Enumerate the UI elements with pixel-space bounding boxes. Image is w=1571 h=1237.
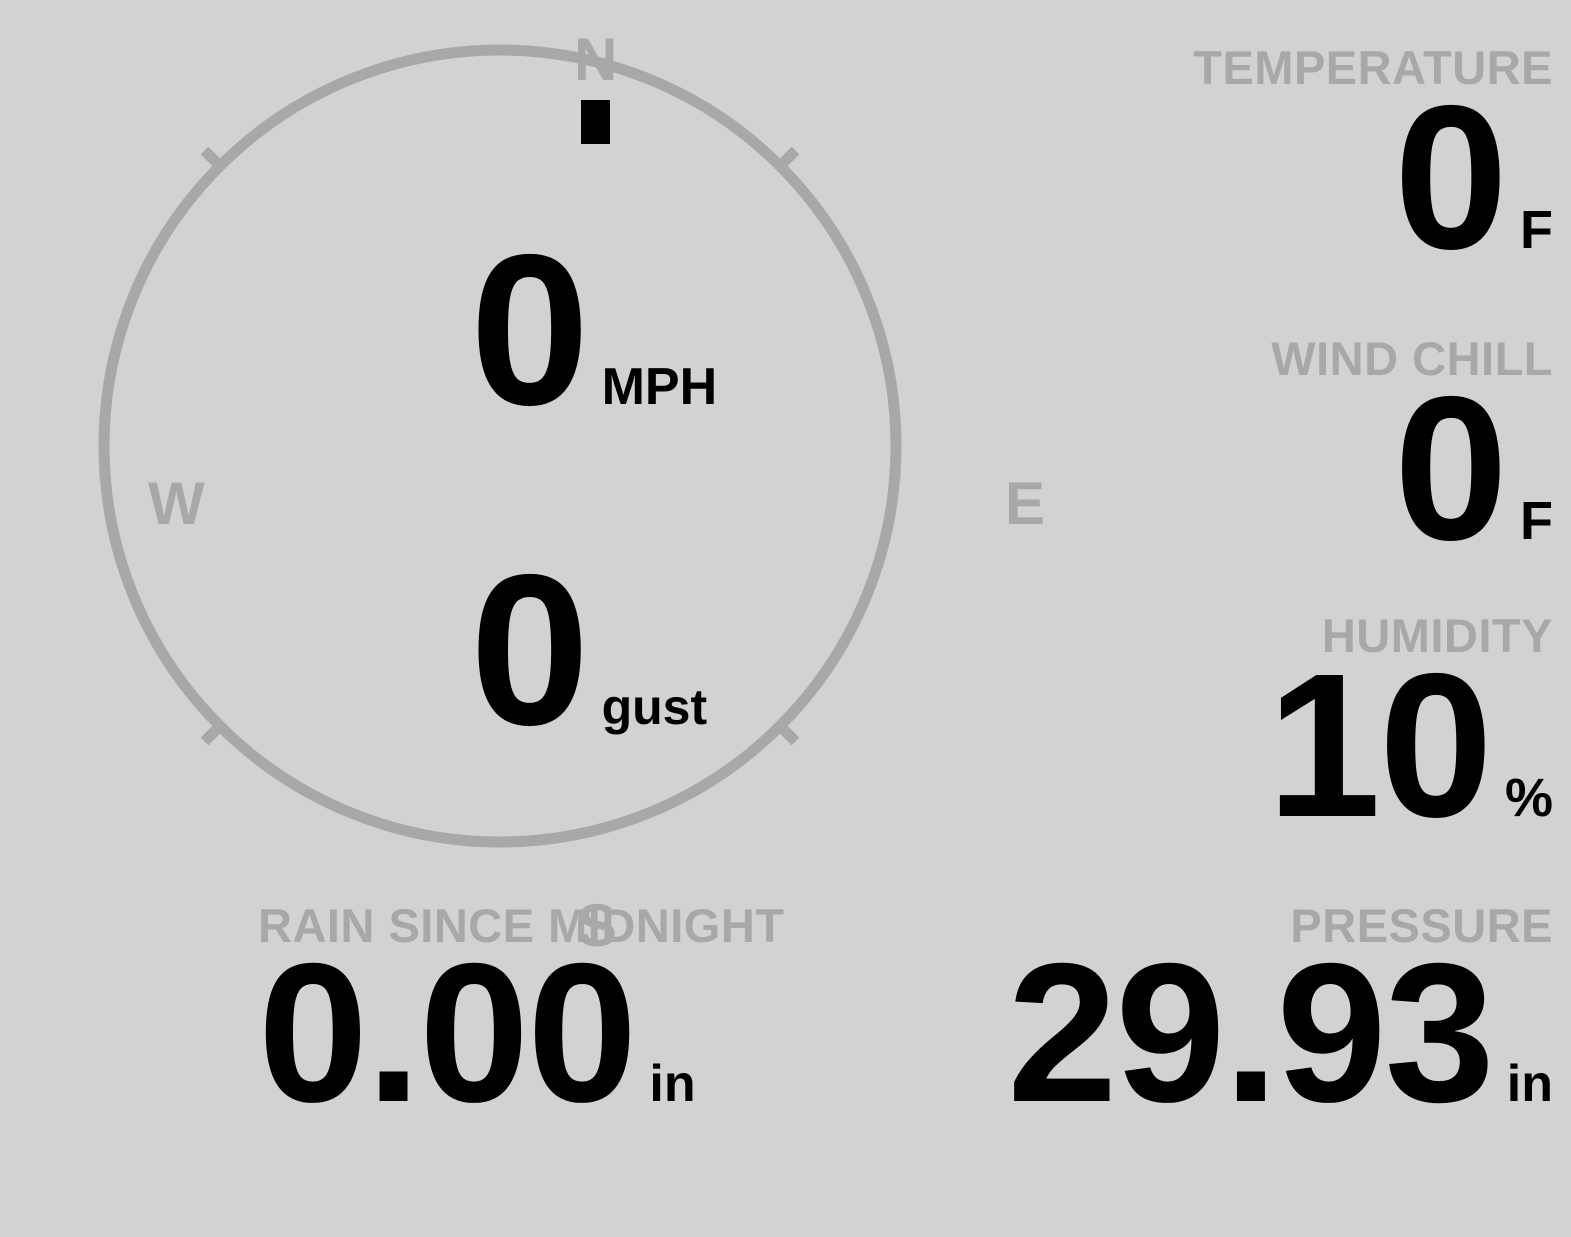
compass-label-north: N [574, 26, 618, 93]
humidity-value: 10 [1266, 631, 1493, 860]
temperature-value-row: 0 F [1193, 63, 1553, 292]
humidity-unit: % [1504, 768, 1553, 828]
temperature-value: 0 [1393, 63, 1508, 292]
wind-chill-value-row: 0 F [1271, 354, 1553, 583]
pressure-value-row: 29.93 in [1007, 922, 1553, 1143]
rain-since-midnight-value: 0.00 [258, 922, 637, 1143]
humidity-value-row: 10 % [1266, 631, 1553, 860]
compass-label-south: S [577, 892, 618, 959]
rain-since-midnight-value-row: 0.00 in [258, 922, 785, 1143]
wind-speed-unit: MPH [601, 358, 718, 416]
metric-rain-since-midnight: RAIN SINCE MIDNIGHT 0.00 in [258, 899, 785, 1143]
wind-gust-readout: 0 gust [470, 529, 708, 770]
temperature-unit: F [1520, 200, 1553, 260]
humidity-label: HUMIDITY [1321, 609, 1553, 662]
tick-nw [200, 146, 228, 174]
wind-gust-value: 0 [470, 529, 590, 770]
tick-se [772, 718, 800, 746]
compass-circle-graphic [98, 44, 902, 848]
compass-ring [98, 44, 902, 848]
compass-tick-marks [200, 146, 800, 746]
wind-compass-dial: N E S W 0 MPH 0 gust [96, 30, 1045, 956]
metric-humidity: HUMIDITY 10 % [1266, 609, 1553, 860]
pressure-unit: in [1506, 1055, 1553, 1113]
compass-label-east: E [1005, 470, 1046, 537]
wind-speed-readout: 0 MPH [470, 209, 718, 450]
wind-chill-value: 0 [1393, 354, 1508, 583]
metric-pressure: PRESSURE 29.93 in [1007, 899, 1553, 1143]
rain-since-midnight-label: RAIN SINCE MIDNIGHT [258, 899, 785, 952]
metric-temperature: TEMPERATURE 0 F [1193, 41, 1553, 292]
wind-direction-marker-icon [581, 100, 610, 144]
rain-since-midnight-unit: in [649, 1055, 696, 1113]
pressure-label: PRESSURE [1290, 899, 1553, 952]
wind-gust-unit: gust [601, 679, 708, 735]
tick-ne [772, 146, 800, 174]
metric-wind-chill: WIND CHILL 0 F [1271, 332, 1553, 583]
wind-chill-unit: F [1520, 491, 1553, 551]
pressure-value: 29.93 [1007, 922, 1494, 1143]
compass-label-west: W [148, 470, 205, 537]
wind-speed-value: 0 [470, 209, 590, 450]
wind-chill-label: WIND CHILL [1271, 332, 1553, 385]
temperature-label: TEMPERATURE [1193, 41, 1553, 94]
tick-sw [200, 718, 228, 746]
